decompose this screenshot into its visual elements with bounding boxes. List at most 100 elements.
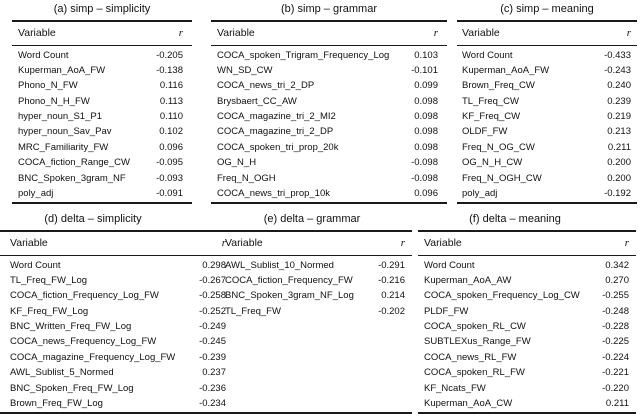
variable-name: BNC_Spoken_Freq_FW_Log — [10, 382, 134, 394]
r-value: -0.205 — [156, 49, 183, 61]
variable-name: Word Count — [18, 49, 69, 61]
variable-name: Phono_N_FW — [18, 80, 78, 92]
table-simp-grammar: (b) simp – grammar Variable r COCA_spoke… — [211, 0, 447, 204]
variable-name: MRC_Familiarity_FW — [18, 141, 109, 153]
variable-name: Brown_Freq_CW — [462, 80, 535, 92]
table-row: poly_adj -0.192 — [457, 186, 637, 201]
table-row: COCA_fiction_Range_CW -0.095 — [12, 155, 192, 170]
r-value: 0.200 — [607, 172, 631, 184]
table-delta-grammar: (e) delta – grammar Variable r AWL_Subli… — [212, 210, 412, 414]
midrule — [12, 45, 192, 46]
table-header: Variable r — [0, 233, 230, 253]
variable-name: poly_adj — [462, 188, 498, 200]
midrule — [211, 45, 447, 46]
r-value: -0.098 — [411, 172, 438, 184]
table-row: COCA_spoken_RL_CW -0.228 — [418, 319, 636, 334]
r-value: 0.240 — [607, 80, 631, 92]
variable-name: BNC_Written_Freq_FW_Log — [10, 321, 132, 333]
r-value: 0.102 — [159, 126, 183, 138]
table-header: Variable r — [12, 23, 192, 43]
toprule — [0, 230, 230, 232]
r-value: 0.113 — [159, 95, 183, 107]
table-row: SUBTLEXus_Range_FW -0.225 — [418, 334, 636, 349]
r-value: 0.098 — [414, 141, 438, 153]
r-value: -0.228 — [602, 321, 629, 333]
r-value: -0.091 — [156, 188, 183, 200]
table-caption: (a) simp – simplicity — [53, 3, 151, 15]
table-row: MRC_Familiarity_FW 0.096 — [12, 140, 192, 155]
table-row: Kuperman_AoA_FW -0.138 — [12, 63, 192, 78]
variable-name: Word Count — [424, 259, 475, 271]
table-row: hyper_noun_S1_P1 0.110 — [12, 109, 192, 124]
table-row: Kuperman_AoA_FW -0.243 — [457, 63, 637, 78]
variable-name: Kuperman_AoA_CW — [424, 398, 513, 410]
r-value: 0.219 — [607, 111, 631, 123]
r-value: -0.236 — [199, 382, 226, 394]
r-value: 0.103 — [414, 49, 438, 61]
r-value: -0.093 — [156, 172, 183, 184]
bottomrule — [211, 202, 447, 204]
variable-name: Word Count — [10, 259, 61, 271]
table-row: Freq_N_OGH_CW 0.200 — [457, 171, 637, 186]
r-value: -0.258 — [199, 290, 226, 302]
variable-name: TL_Freq_FW — [225, 305, 281, 317]
table-row: BNC_Spoken_3gram_NF -0.093 — [12, 171, 192, 186]
r-value: 0.096 — [414, 188, 438, 200]
column-header-r: r — [400, 237, 405, 249]
column-header-variable: Variable — [424, 237, 462, 249]
table-row: TL_Freq_FW -0.202 — [212, 304, 412, 319]
table-row: COCA_spoken_tri_prop_20k 0.098 — [211, 140, 447, 155]
variable-name: Brown_Freq_FW_Log — [10, 398, 103, 410]
table-row: Word Count 0.342 — [418, 258, 636, 273]
table-row: Freq_N_OGH -0.098 — [211, 171, 447, 186]
variable-name: COCA_news_tri_prop_10k — [217, 188, 331, 200]
variable-name: BNC_Spoken_3gram_NF_Log — [225, 290, 354, 302]
table-row: BNC_Spoken_Freq_FW_Log -0.236 — [0, 381, 230, 396]
variable-name: WN_SD_CW — [217, 64, 273, 76]
variable-name: Word Count — [462, 49, 513, 61]
table-row: Phono_N_FW 0.116 — [12, 78, 192, 93]
r-value: -0.255 — [602, 290, 629, 302]
table-caption: (c) simp – meaning — [500, 3, 594, 15]
variable-name: hyper_noun_Sav_Pav — [18, 126, 112, 138]
bottomrule — [418, 412, 636, 414]
table-row: Brown_Freq_FW_Log -0.234 — [0, 396, 230, 411]
table-row: COCA_magazine_Frequency_Log_FW -0.239 — [0, 350, 230, 365]
variable-name: poly_adj — [18, 188, 54, 200]
table-body: COCA_spoken_Trigram_Frequency_Log 0.103 WN… — [211, 48, 447, 202]
variable-name: hyper_noun_S1_P1 — [18, 111, 102, 123]
column-header-variable: Variable — [225, 237, 263, 249]
r-value: 0.214 — [381, 290, 405, 302]
r-value: -0.216 — [378, 274, 405, 286]
table-row: Brown_Freq_CW 0.240 — [457, 78, 637, 93]
table-row: TL_Freq_CW 0.239 — [457, 94, 637, 109]
variable-name: Kuperman_AoA_AW — [424, 274, 512, 286]
r-value: 0.098 — [414, 95, 438, 107]
column-header-r: r — [221, 237, 226, 249]
table-row: Kuperman_AoA_CW 0.211 — [418, 396, 636, 411]
r-value: 0.098 — [414, 126, 438, 138]
variable-name: Brysbaert_CC_AW — [217, 95, 297, 107]
table-row: COCA_magazine_tri_2_MI2 0.098 — [211, 109, 447, 124]
r-value: 0.099 — [414, 80, 438, 92]
table-body: Word Count -0.205 Kuperman_AoA_FW -0.138 Pho… — [12, 48, 192, 202]
r-value: 0.098 — [414, 111, 438, 123]
table-row: Freq_N_OG_CW 0.211 — [457, 140, 637, 155]
variable-name: COCA_fiction_Range_CW — [18, 157, 130, 169]
table-row: PLDF_FW -0.248 — [418, 304, 636, 319]
midrule — [418, 255, 636, 256]
table-row: hyper_noun_Sav_Pav 0.102 — [12, 124, 192, 139]
r-value: -0.249 — [199, 321, 226, 333]
table-body: Word Count 0.342 Kuperman_AoA_AW 0.270 COCA_… — [418, 258, 636, 412]
table-row: OLDF_FW 0.213 — [457, 124, 637, 139]
variable-name: SUBTLEXus_Range_FW — [424, 336, 531, 348]
r-value: -0.248 — [602, 305, 629, 317]
variable-name: AWL_Sublist_10_Normed — [225, 259, 334, 271]
table-row: AWL_Sublist_10_Normed -0.291 — [212, 258, 412, 273]
variable-name: COCA_magazine_tri_2_DP — [217, 126, 334, 138]
variable-name: COCA_spoken_RL_FW — [424, 367, 525, 379]
table-row: Phono_N_H_FW 0.113 — [12, 94, 192, 109]
toprule — [212, 230, 412, 232]
variable-name: KF_Freq_CW — [462, 111, 521, 123]
r-value: 0.342 — [605, 259, 629, 271]
